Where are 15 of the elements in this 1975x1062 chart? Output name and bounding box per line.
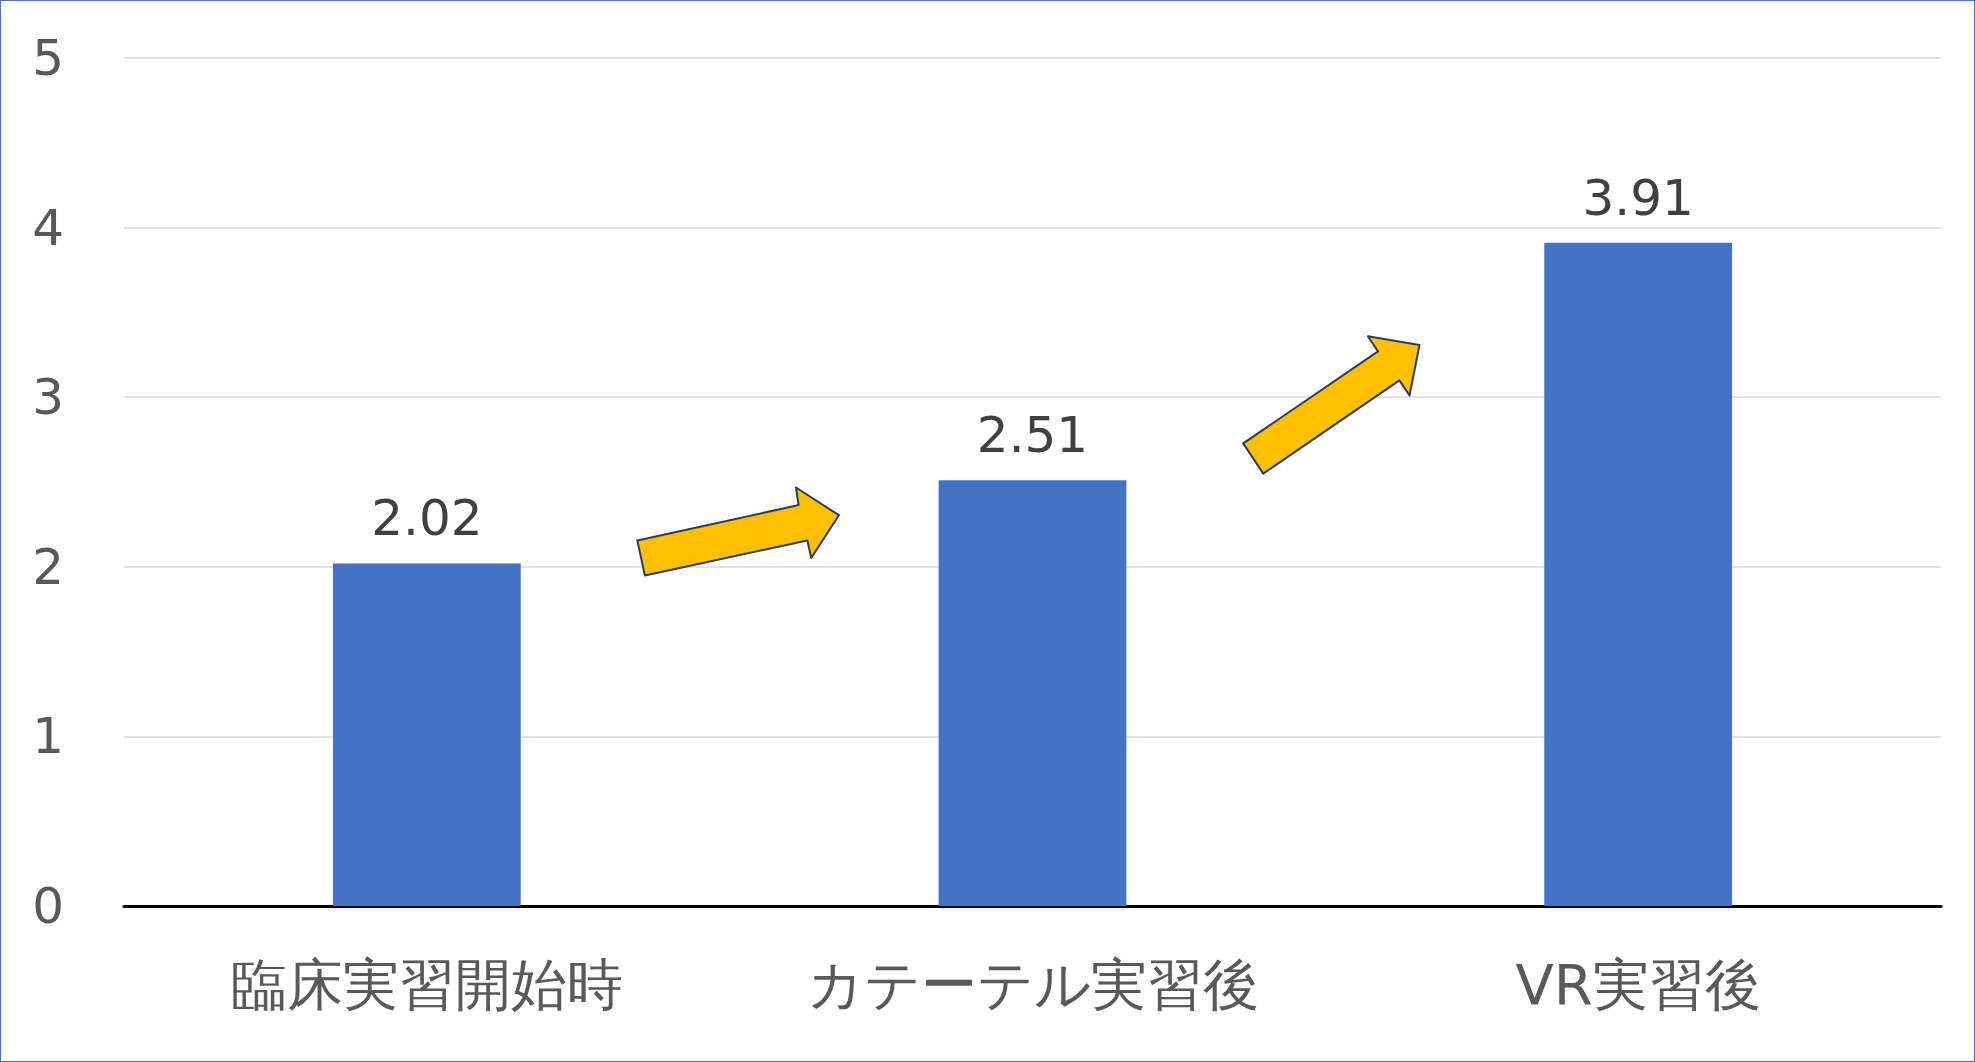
y-tick-label: 3 xyxy=(32,368,64,427)
bar xyxy=(332,563,521,906)
bar xyxy=(1544,242,1733,906)
data-label: 2.02 xyxy=(371,489,483,548)
y-tick-label: 1 xyxy=(32,707,64,766)
y-tick-label: 2 xyxy=(32,537,64,596)
x-tick-label: VR実習後 xyxy=(1515,951,1761,1017)
data-label: 3.91 xyxy=(1582,168,1694,227)
x-tick-label: 臨床実習開始時 xyxy=(230,951,623,1017)
bar xyxy=(938,480,1127,906)
y-tick-label: 0 xyxy=(32,877,64,935)
y-tick-label: 4 xyxy=(32,198,64,257)
y-tick-label: 5 xyxy=(32,29,64,87)
x-tick-label: カテーテル実習後 xyxy=(806,951,1259,1017)
data-label: 2.51 xyxy=(976,406,1089,465)
